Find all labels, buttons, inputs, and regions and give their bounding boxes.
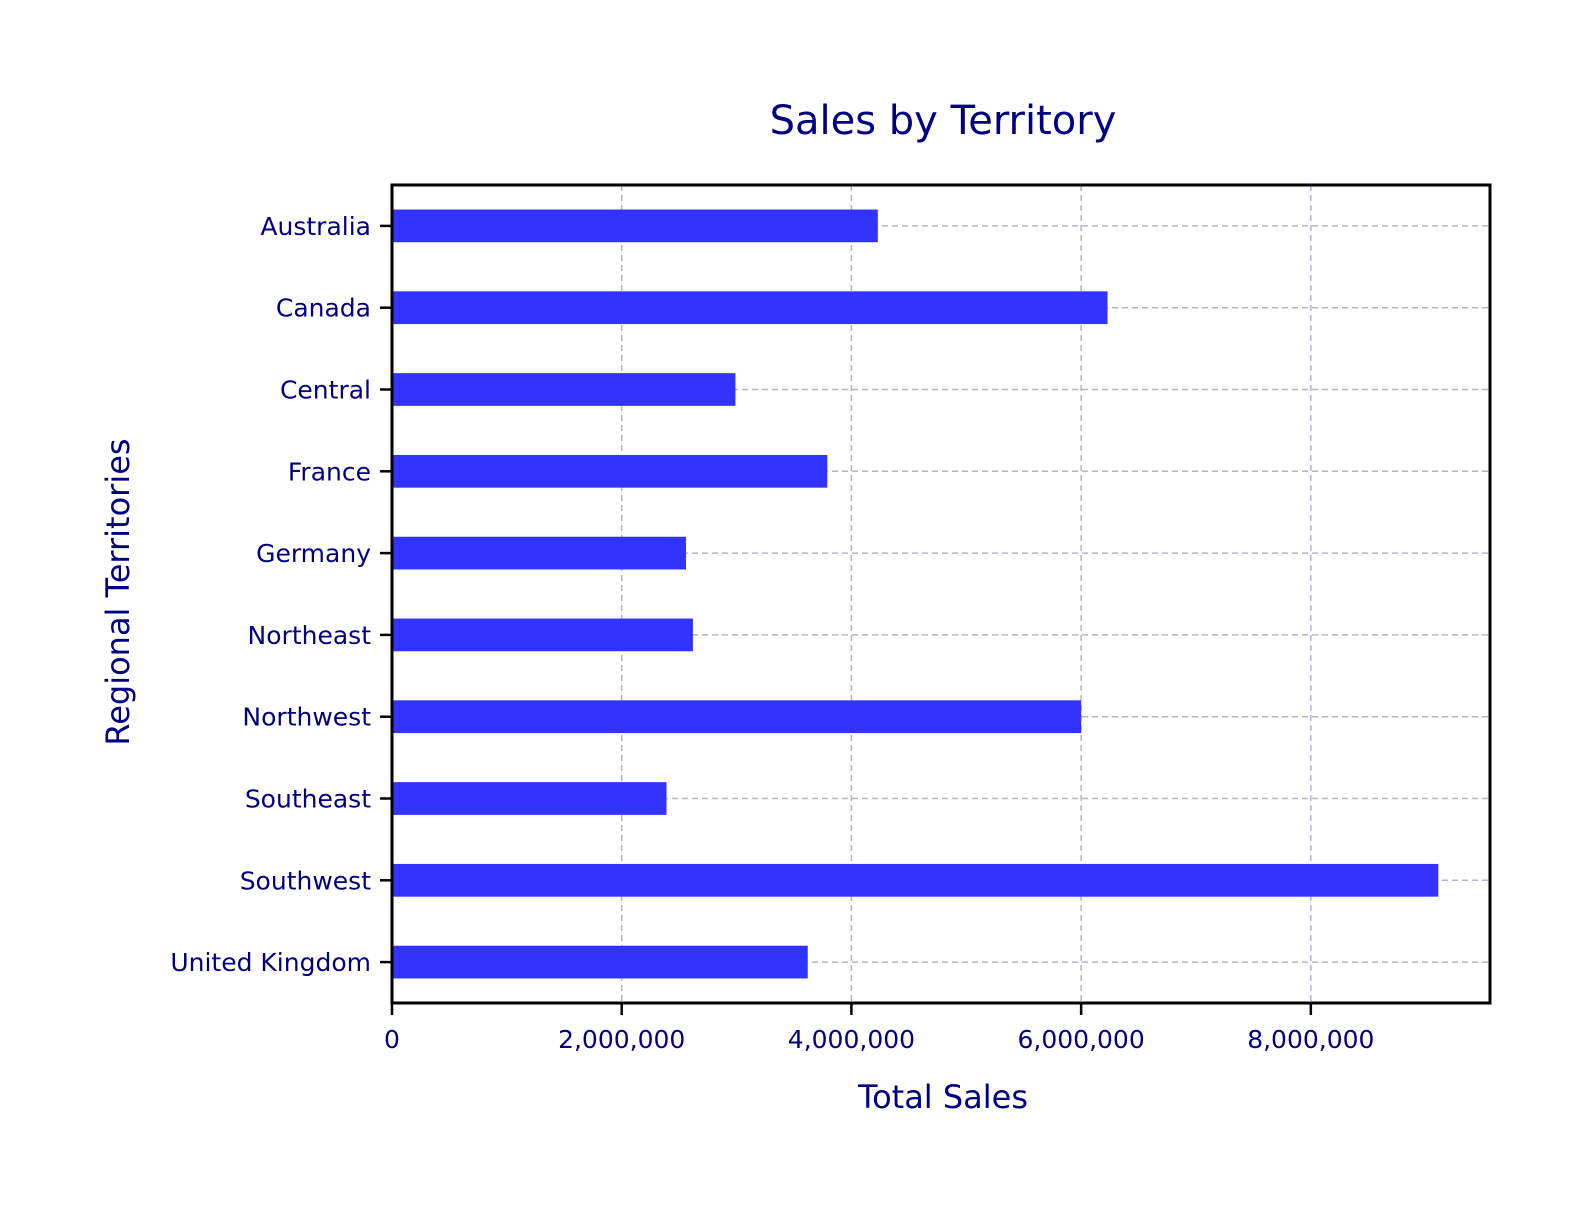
- y-tick-label: Australia: [260, 212, 371, 241]
- bars: [392, 209, 1439, 979]
- x-tick-label: 6,000,000: [1018, 1025, 1145, 1054]
- y-tick-label: France: [288, 457, 371, 486]
- x-tick-label: 2,000,000: [558, 1025, 685, 1054]
- bar-germany: [392, 536, 687, 570]
- plot-frame: [390, 183, 1492, 1005]
- bar-northwest: [392, 700, 1082, 734]
- y-tick-label: Southeast: [245, 785, 371, 814]
- chart-title: Sales by Territory: [770, 98, 1117, 144]
- y-tick-label: Northeast: [248, 621, 372, 650]
- bar-france: [392, 454, 828, 488]
- x-tick-label: 0: [384, 1025, 400, 1054]
- x-axis-ticks: 0 2,000,000 4,000,000 6,000,000 8,000,000: [384, 1003, 1374, 1054]
- y-tick-label: Central: [280, 376, 371, 405]
- y-axis-label: Regional Territories: [99, 438, 137, 745]
- bar-central: [392, 373, 736, 406]
- bar-southeast: [392, 782, 667, 815]
- y-tick-label: Canada: [276, 294, 371, 323]
- y-tick-label: Southwest: [240, 866, 372, 895]
- y-tick-label: United Kingdom: [170, 948, 371, 977]
- bar-australia: [392, 209, 878, 243]
- x-axis-label: Total Sales: [857, 1078, 1028, 1116]
- x-tick-label: 4,000,000: [788, 1025, 915, 1054]
- x-tick-label: 8,000,000: [1247, 1025, 1374, 1054]
- y-axis-ticks: Australia Canada Central France Germany North…: [170, 212, 392, 977]
- bar-united-kingdom: [392, 945, 808, 979]
- y-tick-label: Germany: [256, 539, 371, 568]
- bar-southwest: [392, 863, 1439, 897]
- bar-canada: [392, 291, 1108, 325]
- bar-northeast: [392, 618, 693, 652]
- y-tick-label: Northwest: [242, 703, 371, 732]
